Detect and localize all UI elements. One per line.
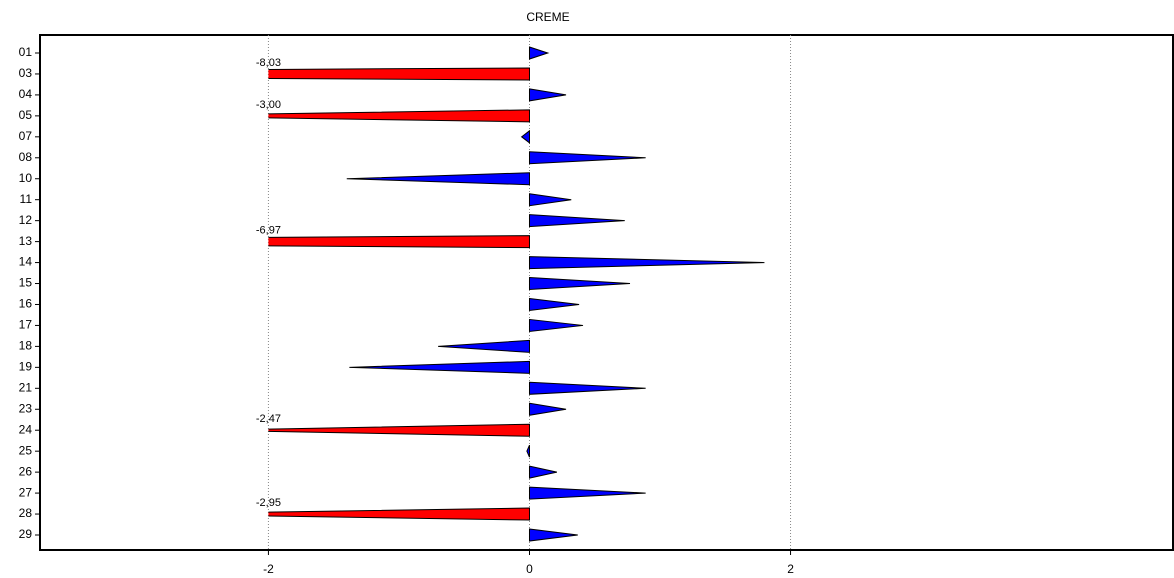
y-tick-label: 24 — [19, 422, 33, 436]
bar — [268, 507, 530, 521]
bar — [346, 172, 530, 186]
bar — [528, 297, 580, 312]
y-tick-label: 21 — [19, 380, 33, 394]
bar — [528, 193, 572, 207]
value-label: -6,97 — [256, 225, 281, 237]
bar — [528, 46, 550, 60]
y-tick-label: 18 — [19, 339, 33, 353]
value-label: -2,95 — [256, 497, 281, 509]
value-label: -2,47 — [256, 413, 281, 425]
bar — [528, 214, 625, 228]
bar — [438, 339, 530, 353]
y-tick-label: 13 — [19, 234, 33, 248]
bar — [528, 486, 646, 500]
x-tick-label: 2 — [787, 562, 794, 576]
value-label: -8,03 — [256, 57, 281, 69]
bar — [528, 276, 631, 291]
y-tick-label: 14 — [19, 255, 33, 269]
y-tick-label: 29 — [19, 527, 33, 541]
y-tick-label: 10 — [19, 171, 33, 185]
bar — [528, 402, 567, 416]
y-tick-label: 23 — [19, 401, 33, 415]
bar — [268, 235, 530, 249]
value-label: -3,00 — [256, 99, 281, 111]
bar — [528, 88, 567, 102]
y-tick-label: 07 — [19, 129, 33, 143]
x-tick-label: -2 — [263, 562, 274, 576]
bar — [268, 423, 530, 437]
y-tick-label: 15 — [19, 276, 33, 290]
y-tick-label: 19 — [19, 360, 33, 374]
y-tick-label: 16 — [19, 297, 33, 311]
bar — [268, 109, 530, 123]
bar — [526, 444, 530, 458]
bar — [528, 151, 646, 165]
y-tick-label: 08 — [19, 150, 33, 164]
bar — [528, 528, 578, 542]
y-tick-label: 27 — [19, 485, 33, 499]
x-tick-label: 0 — [526, 562, 533, 576]
y-tick-label: 25 — [19, 443, 33, 457]
y-tick-label: 17 — [19, 318, 33, 332]
y-tick-label: 26 — [19, 464, 33, 478]
bar — [528, 465, 558, 479]
bar — [268, 67, 530, 81]
bar — [520, 129, 530, 144]
bar — [528, 256, 765, 270]
plot-frame — [39, 34, 1174, 551]
y-tick-label: 05 — [19, 108, 33, 122]
bar — [528, 318, 584, 332]
bar — [528, 381, 646, 395]
chart-title: CREME — [526, 10, 569, 24]
y-tick-label: 01 — [19, 45, 33, 59]
y-tick-label: 11 — [20, 192, 33, 206]
y-tick-label: 12 — [19, 213, 33, 227]
y-tick-label: 28 — [19, 506, 33, 520]
y-tick-label: 03 — [19, 66, 33, 80]
bar — [349, 360, 530, 374]
y-tick-label: 04 — [19, 87, 33, 101]
